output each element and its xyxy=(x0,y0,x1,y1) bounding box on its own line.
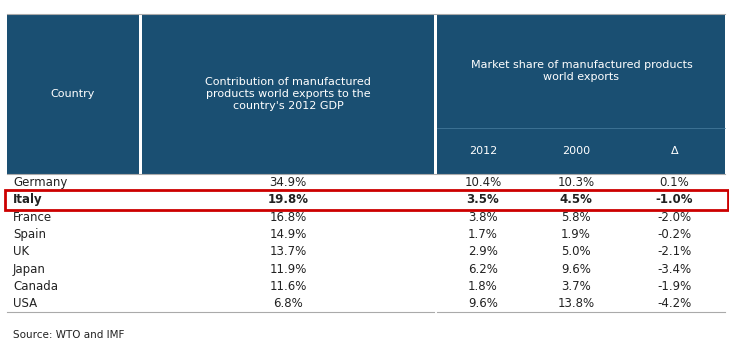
Text: 1.7%: 1.7% xyxy=(468,228,498,241)
Text: 3.8%: 3.8% xyxy=(468,211,498,224)
Text: 13.7%: 13.7% xyxy=(269,245,307,258)
Text: France: France xyxy=(13,211,52,224)
Text: 5.8%: 5.8% xyxy=(561,211,590,224)
Text: -2.1%: -2.1% xyxy=(658,245,691,258)
Text: 6.2%: 6.2% xyxy=(468,263,498,275)
Text: Market share of manufactured products
world exports: Market share of manufactured products wo… xyxy=(470,60,693,82)
Text: Δ: Δ xyxy=(671,146,678,156)
Text: 11.9%: 11.9% xyxy=(269,263,307,275)
Text: Spain: Spain xyxy=(13,228,46,241)
Text: Canada: Canada xyxy=(13,280,58,293)
Text: Source: WTO and IMF: Source: WTO and IMF xyxy=(13,331,125,340)
Text: 4.5%: 4.5% xyxy=(559,193,593,206)
Text: -3.4%: -3.4% xyxy=(658,263,691,275)
Text: 11.6%: 11.6% xyxy=(269,280,307,293)
Text: Country: Country xyxy=(51,89,95,99)
Text: 0.1%: 0.1% xyxy=(660,176,689,189)
Text: 14.9%: 14.9% xyxy=(269,228,307,241)
Text: 10.4%: 10.4% xyxy=(464,176,502,189)
Text: 2012: 2012 xyxy=(469,146,497,156)
Text: Germany: Germany xyxy=(13,176,68,189)
Text: 1.8%: 1.8% xyxy=(468,280,498,293)
Text: -0.2%: -0.2% xyxy=(658,228,691,241)
Text: USA: USA xyxy=(13,297,37,310)
Text: -1.9%: -1.9% xyxy=(658,280,691,293)
Text: 34.9%: 34.9% xyxy=(269,176,307,189)
Text: -1.0%: -1.0% xyxy=(655,193,693,206)
Text: Japan: Japan xyxy=(13,263,46,275)
Text: 13.8%: 13.8% xyxy=(558,297,594,310)
Bar xyxy=(437,14,725,128)
Text: 2.9%: 2.9% xyxy=(468,245,498,258)
Bar xyxy=(437,128,725,174)
Text: 9.6%: 9.6% xyxy=(561,263,590,275)
Text: 6.8%: 6.8% xyxy=(273,297,303,310)
Text: 16.8%: 16.8% xyxy=(269,211,307,224)
Bar xyxy=(142,14,434,174)
Text: 19.8%: 19.8% xyxy=(268,193,308,206)
Text: -4.2%: -4.2% xyxy=(658,297,691,310)
Text: 1.9%: 1.9% xyxy=(561,228,590,241)
Text: 10.3%: 10.3% xyxy=(558,176,594,189)
Text: Contribution of manufactured
products world exports to the
country's 2012 GDP: Contribution of manufactured products wo… xyxy=(205,77,371,111)
Bar xyxy=(7,14,139,174)
Text: 9.6%: 9.6% xyxy=(468,297,498,310)
Text: 5.0%: 5.0% xyxy=(561,245,590,258)
Text: 2000: 2000 xyxy=(562,146,590,156)
Text: UK: UK xyxy=(13,245,29,258)
Text: 3.5%: 3.5% xyxy=(467,193,499,206)
Text: Italy: Italy xyxy=(13,193,43,206)
Text: 3.7%: 3.7% xyxy=(561,280,590,293)
Text: -2.0%: -2.0% xyxy=(658,211,691,224)
Bar xyxy=(5,190,728,209)
